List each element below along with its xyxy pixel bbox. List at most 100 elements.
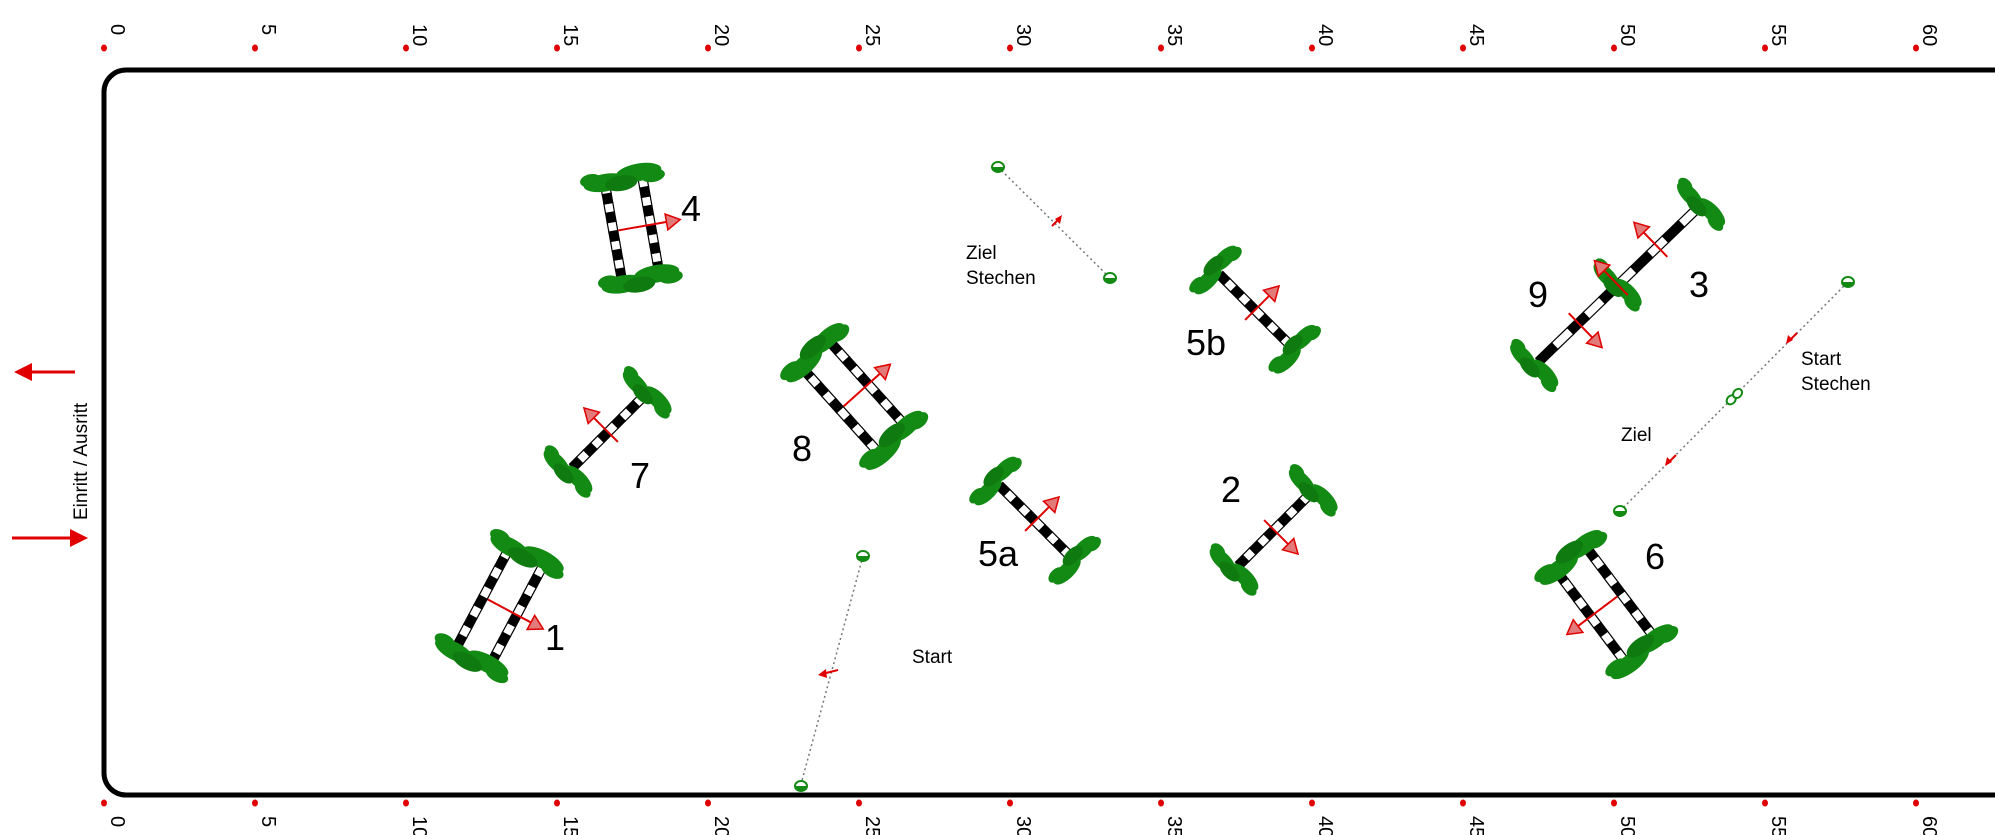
jumps — [427, 159, 1731, 690]
ziel-post-icon — [1613, 505, 1627, 517]
scale-top: 0 5 10 15 20 25 30 35 40 45 50 55 60 — [101, 24, 1940, 52]
scale-bottom-label: 40 — [1314, 816, 1336, 835]
scale-top-marker — [856, 44, 862, 52]
scale-top-label: 10 — [408, 24, 430, 46]
scale-bottom-label: 45 — [1465, 816, 1487, 835]
scale-top-marker — [705, 44, 711, 52]
scale-bottom-label: 10 — [408, 816, 430, 835]
scale-bottom-marker — [1460, 799, 1466, 807]
direction-arrow-icon — [1263, 519, 1300, 556]
scale-bottom-marker — [1913, 799, 1919, 807]
entrance-label: Einritt / Ausritt — [71, 402, 92, 520]
scale-bottom-marker — [554, 799, 560, 807]
ziel-stechen-label-1: Ziel — [966, 243, 997, 264]
start-line — [800, 555, 864, 785]
scale-top-label: 20 — [710, 24, 732, 46]
direction-arrow-icon — [618, 212, 682, 232]
ziel-label: Ziel — [1621, 425, 1652, 446]
ziel-stechen-line — [997, 166, 1111, 279]
scale-top-label: 40 — [1314, 24, 1336, 46]
jump-7 — [536, 361, 678, 503]
jump-label-2: 2 — [1221, 469, 1241, 510]
scale-top-marker — [554, 44, 560, 52]
ziel-stechen-label-2: Stechen — [966, 268, 1036, 289]
scale-bottom-marker — [856, 799, 862, 807]
direction-arrow-icon — [1632, 221, 1669, 258]
course-lines — [794, 161, 1855, 792]
scale-bottom-marker — [1762, 799, 1768, 807]
ziel-stechen-post-icon — [991, 161, 1005, 173]
ziel-direction-icon — [1665, 454, 1677, 466]
scale-top-marker — [1611, 44, 1617, 52]
scale-top-marker — [1762, 44, 1768, 52]
entrance: Einritt / Ausritt — [12, 363, 92, 547]
scale-bottom-marker — [1007, 799, 1013, 807]
direction-arrow-icon — [1244, 284, 1281, 321]
scale-bottom: 0 5 10 15 20 25 30 35 40 45 50 55 60 — [101, 799, 1940, 835]
start-stechen-post-icon — [1841, 276, 1855, 288]
ziel-stechen-direction-icon — [1051, 215, 1062, 227]
jump-label-4: 4 — [681, 188, 701, 229]
jump-label-9: 9 — [1528, 274, 1548, 315]
jump-2 — [1202, 459, 1344, 601]
jump-6 — [1529, 521, 1683, 687]
scale-top-label: 5 — [257, 24, 279, 35]
scale-top-label: 35 — [1163, 24, 1185, 46]
scale-bottom-marker — [1611, 799, 1617, 807]
scale-bottom-label: 20 — [710, 816, 732, 835]
scale-bottom-marker — [705, 799, 711, 807]
scale-top-label: 15 — [559, 24, 581, 46]
scale-bottom-label: 60 — [1918, 816, 1940, 835]
hedge-icon — [578, 159, 667, 198]
scale-top-marker — [1460, 44, 1466, 52]
scale-top-label: 60 — [1918, 24, 1940, 46]
scale-top-marker — [101, 44, 107, 52]
jump-label-3: 3 — [1689, 264, 1709, 305]
scale-top-label: 55 — [1767, 24, 1789, 46]
jump-5a — [964, 449, 1106, 591]
scale-top-marker — [1309, 44, 1315, 52]
jump-label-8: 8 — [792, 428, 812, 469]
start-stechen-direction-icon — [1786, 332, 1798, 344]
scale-top-label: 30 — [1012, 24, 1034, 46]
arena-border — [101, 67, 1995, 798]
ziel-stechen-post-icon — [1103, 272, 1117, 284]
scale-top-marker — [1007, 44, 1013, 52]
start-direction-icon — [818, 669, 839, 678]
start-post-icon — [794, 780, 808, 792]
start-label: Start — [912, 647, 953, 668]
start-stechen-label-1: Start — [1801, 349, 1842, 370]
scale-top-label: 45 — [1465, 24, 1487, 46]
jump-label-5a: 5a — [978, 533, 1019, 574]
scale-bottom-label: 55 — [1767, 816, 1789, 835]
scale-top-label: 0 — [106, 24, 128, 35]
start-post-icon — [856, 550, 870, 562]
scale-bottom-label: 30 — [1012, 816, 1034, 835]
scale-bottom-label: 50 — [1616, 816, 1638, 835]
jump-3 — [1503, 173, 1731, 397]
scale-top-marker — [1158, 44, 1164, 52]
scale-bottom-marker — [1309, 799, 1315, 807]
scale-bottom-label: 5 — [257, 816, 279, 827]
start-stechen-label-2: Stechen — [1801, 374, 1871, 395]
scale-top-marker — [403, 44, 409, 52]
arrow-right-icon — [12, 529, 88, 547]
direction-arrow-icon — [842, 363, 892, 408]
scale-bottom-label: 35 — [1163, 816, 1185, 835]
scale-top-label: 50 — [1616, 24, 1638, 46]
jump-label-6: 6 — [1645, 536, 1665, 577]
direction-arrow-icon — [1024, 495, 1061, 532]
scale-bottom-label: 25 — [861, 816, 883, 835]
scale-top-label: 25 — [861, 24, 883, 46]
scale-top-marker — [1913, 44, 1919, 52]
jump-label-1: 1 — [545, 617, 565, 658]
scale-bottom-label: 0 — [106, 816, 128, 827]
jump-label-7: 7 — [630, 455, 650, 496]
jump-4 — [578, 159, 685, 300]
jump-1 — [427, 523, 570, 690]
jump-9-arrows — [1567, 221, 1669, 349]
direction-arrow-icon — [487, 598, 545, 631]
direction-arrow-icon — [582, 406, 619, 443]
jump-8 — [774, 314, 933, 478]
